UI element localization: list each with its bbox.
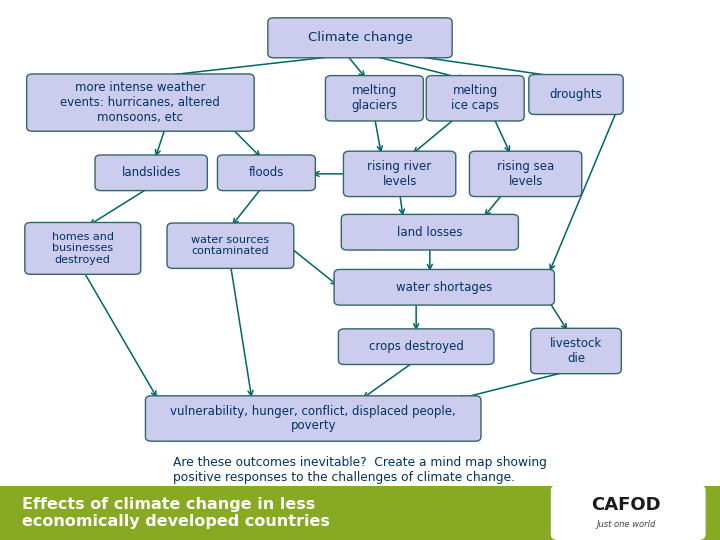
FancyBboxPatch shape — [95, 155, 207, 191]
Text: more intense weather
events: hurricanes, altered
monsoons, etc: more intense weather events: hurricanes,… — [60, 81, 220, 124]
Text: CAFOD: CAFOD — [592, 496, 661, 514]
FancyBboxPatch shape — [341, 214, 518, 250]
FancyBboxPatch shape — [268, 18, 452, 58]
Text: land losses: land losses — [397, 226, 462, 239]
FancyBboxPatch shape — [334, 269, 554, 305]
Text: crops destroyed: crops destroyed — [369, 340, 464, 353]
FancyBboxPatch shape — [145, 396, 481, 441]
Text: droughts: droughts — [549, 88, 603, 101]
Text: livestock
die: livestock die — [550, 337, 602, 365]
Text: water sources
contaminated: water sources contaminated — [192, 235, 269, 256]
FancyBboxPatch shape — [217, 155, 315, 191]
Text: melting
glaciers: melting glaciers — [351, 84, 397, 112]
FancyBboxPatch shape — [426, 76, 524, 121]
Text: Effects of climate change in less
economically developed countries: Effects of climate change in less econom… — [22, 497, 330, 529]
FancyBboxPatch shape — [469, 151, 582, 197]
FancyBboxPatch shape — [167, 223, 294, 268]
FancyBboxPatch shape — [343, 151, 456, 197]
FancyBboxPatch shape — [551, 485, 706, 540]
FancyBboxPatch shape — [27, 74, 254, 131]
Bar — [0, 486, 720, 540]
Text: rising sea
levels: rising sea levels — [497, 160, 554, 188]
Text: Are these outcomes inevitable?  Create a mind map showing
positive responses to : Are these outcomes inevitable? Create a … — [173, 456, 547, 484]
Text: landslides: landslides — [122, 166, 181, 179]
FancyBboxPatch shape — [531, 328, 621, 374]
FancyBboxPatch shape — [25, 222, 141, 274]
Text: homes and
businesses
destroyed: homes and businesses destroyed — [52, 232, 114, 265]
Text: vulnerability, hunger, conflict, displaced people,
poverty: vulnerability, hunger, conflict, displac… — [171, 404, 456, 433]
FancyBboxPatch shape — [528, 75, 624, 114]
Text: Climate change: Climate change — [307, 31, 413, 44]
Text: rising river
levels: rising river levels — [367, 160, 432, 188]
FancyBboxPatch shape — [338, 329, 494, 365]
Text: melting
ice caps: melting ice caps — [451, 84, 499, 112]
Text: floods: floods — [248, 166, 284, 179]
Text: Just one world: Just one world — [597, 521, 656, 529]
Text: water shortages: water shortages — [396, 281, 492, 294]
FancyBboxPatch shape — [325, 76, 423, 121]
